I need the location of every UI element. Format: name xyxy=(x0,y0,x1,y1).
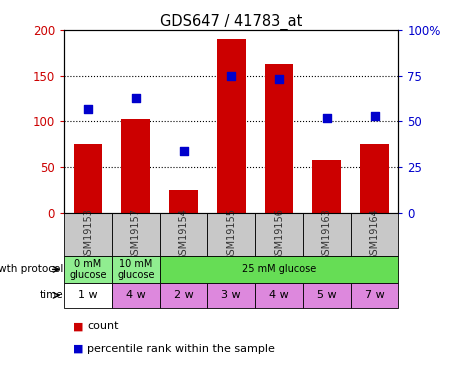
FancyBboxPatch shape xyxy=(112,213,160,256)
FancyBboxPatch shape xyxy=(207,213,255,256)
FancyBboxPatch shape xyxy=(160,256,398,283)
Point xyxy=(228,73,235,79)
Text: 4 w: 4 w xyxy=(126,290,146,300)
Text: growth protocol: growth protocol xyxy=(0,264,63,274)
Text: GSM19164: GSM19164 xyxy=(370,208,380,261)
Text: 0 mM
glucose: 0 mM glucose xyxy=(69,259,107,280)
Point xyxy=(323,115,331,121)
FancyBboxPatch shape xyxy=(64,256,112,283)
Text: count: count xyxy=(87,321,119,331)
FancyBboxPatch shape xyxy=(160,283,207,308)
FancyBboxPatch shape xyxy=(207,283,255,308)
Text: percentile rank within the sample: percentile rank within the sample xyxy=(87,344,275,354)
Point xyxy=(180,148,187,154)
Bar xyxy=(360,144,389,213)
Text: 25 mM glucose: 25 mM glucose xyxy=(242,264,316,274)
Text: GSM19154: GSM19154 xyxy=(179,208,189,261)
Text: GSM19153: GSM19153 xyxy=(83,208,93,261)
Text: ■: ■ xyxy=(73,321,84,331)
Text: GSM19155: GSM19155 xyxy=(226,208,236,261)
Text: GSM19163: GSM19163 xyxy=(322,208,332,261)
Bar xyxy=(312,160,341,213)
Point xyxy=(132,95,139,101)
Bar xyxy=(169,190,198,213)
Text: 1 w: 1 w xyxy=(78,290,98,300)
Bar xyxy=(265,64,294,213)
Text: 7 w: 7 w xyxy=(365,290,384,300)
Point xyxy=(371,113,378,119)
FancyBboxPatch shape xyxy=(303,283,351,308)
Text: time: time xyxy=(39,290,63,300)
Text: GSM19157: GSM19157 xyxy=(131,208,141,261)
FancyBboxPatch shape xyxy=(255,283,303,308)
FancyBboxPatch shape xyxy=(64,283,112,308)
Text: 5 w: 5 w xyxy=(317,290,337,300)
FancyBboxPatch shape xyxy=(303,213,351,256)
Text: ■: ■ xyxy=(73,344,84,354)
Title: GDS647 / 41783_at: GDS647 / 41783_at xyxy=(160,14,302,30)
Text: 4 w: 4 w xyxy=(269,290,289,300)
Point xyxy=(84,106,92,112)
FancyBboxPatch shape xyxy=(351,283,398,308)
Text: 10 mM
glucose: 10 mM glucose xyxy=(117,259,154,280)
Text: 3 w: 3 w xyxy=(222,290,241,300)
Text: 2 w: 2 w xyxy=(174,290,193,300)
Bar xyxy=(121,119,150,213)
FancyBboxPatch shape xyxy=(112,256,160,283)
Bar xyxy=(74,144,102,213)
Text: GSM19156: GSM19156 xyxy=(274,208,284,261)
FancyBboxPatch shape xyxy=(64,213,112,256)
FancyBboxPatch shape xyxy=(160,213,207,256)
FancyBboxPatch shape xyxy=(255,213,303,256)
FancyBboxPatch shape xyxy=(351,213,398,256)
Point xyxy=(275,76,283,82)
FancyBboxPatch shape xyxy=(112,283,160,308)
Bar xyxy=(217,39,245,213)
